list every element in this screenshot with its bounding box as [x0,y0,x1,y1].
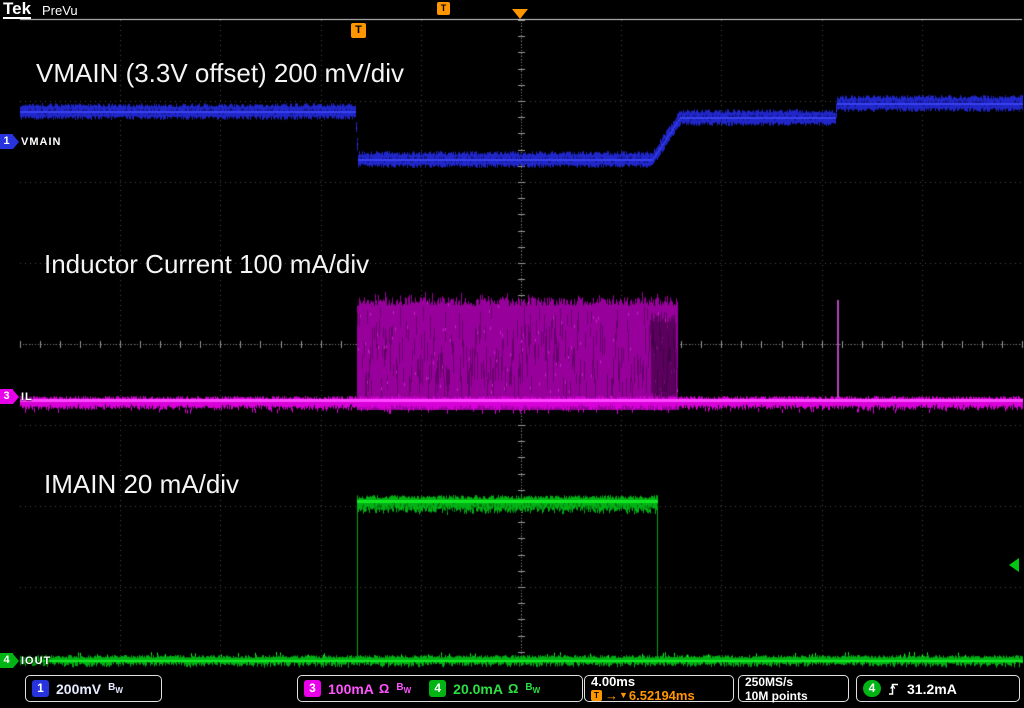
ch3-bandwidth-icon: BW [396,682,412,695]
trigger-position-marker-icon[interactable] [512,9,528,19]
trigger-delay-arrow: → [605,688,618,703]
ch4-scale-value: 20.0mA [453,680,503,697]
trigger-delay-marker-icon: ▼ [619,690,628,700]
ch1-scale-value: 200mV [56,680,102,697]
acquisition-mode-label: PreVu [42,3,78,18]
ch3-scale-value: 100mA [328,680,374,697]
record-view-trigger-icon[interactable]: T [437,2,450,15]
timebase-scale: 4.00ms [591,674,636,689]
ch3-badge: 3 [0,389,13,404]
status-bar: 1 200mV BW 3 100mA Ω BW 4 20.0mA Ω BW 4.… [0,674,1024,708]
ch4-coupling-icon: Ω [507,681,519,696]
trigger-level-value: 31.2mA [907,680,957,697]
ch3-annotation: Inductor Current 100 mA/div [44,249,370,279]
ch4-annotation: IMAIN 20 mA/div [44,469,240,499]
ch4-badge: 4 [0,653,13,668]
ch3-coupling-icon: Ω [378,681,390,696]
record-length: 10M points [745,688,808,703]
brand-logo: Tek [3,0,32,19]
trigger-readout[interactable]: 4 31.2mA [856,675,1020,702]
ch1-annotation: VMAIN (3.3V offset) 200 mV/div [36,58,404,88]
ch3-position-marker[interactable]: 3 IL [0,389,33,404]
sample-rate: 250MS/s [745,674,794,689]
trigger-t-icon: T [591,690,602,701]
ch3-trace-label: IL [21,390,33,403]
ch4-position-marker[interactable]: 4 IOUT [0,653,51,668]
acquisition-readout[interactable]: 250MS/s 10M points [738,674,849,703]
ch1-arrow-icon [13,134,19,149]
ch4-bandwidth-icon: BW [525,682,541,695]
rising-edge-icon [889,683,898,695]
ch1-readout-badge: 1 [32,680,49,697]
timebase-readout[interactable]: 4.00ms T → ▼ 6.52194ms [584,675,734,702]
ch4-readout-badge: 4 [429,680,447,697]
ch3-readout-badge: 3 [304,680,321,697]
trigger-delay-readout: T → ▼ 6.52194ms [591,689,695,702]
trigger-level-arrow-icon[interactable] [1009,558,1019,572]
ch1-bandwidth-icon: BW [108,682,123,695]
trigger-delay-value: 6.52194ms [628,688,695,703]
ch4-trace-label: IOUT [21,654,52,667]
ch1-trace-label: VMAIN [21,135,62,148]
ch1-position-marker[interactable]: 1 VMAIN [0,134,61,149]
trigger-point-flag[interactable]: T [351,23,366,38]
ch1-readout[interactable]: 1 200mV BW [25,675,162,702]
ch3-arrow-icon [13,389,19,404]
ch1-badge: 1 [0,134,13,149]
ch4-arrow-icon [13,653,19,668]
trigger-source-badge: 4 [863,680,881,697]
ch3-ch4-readout[interactable]: 3 100mA Ω BW 4 20.0mA Ω BW [297,675,583,702]
